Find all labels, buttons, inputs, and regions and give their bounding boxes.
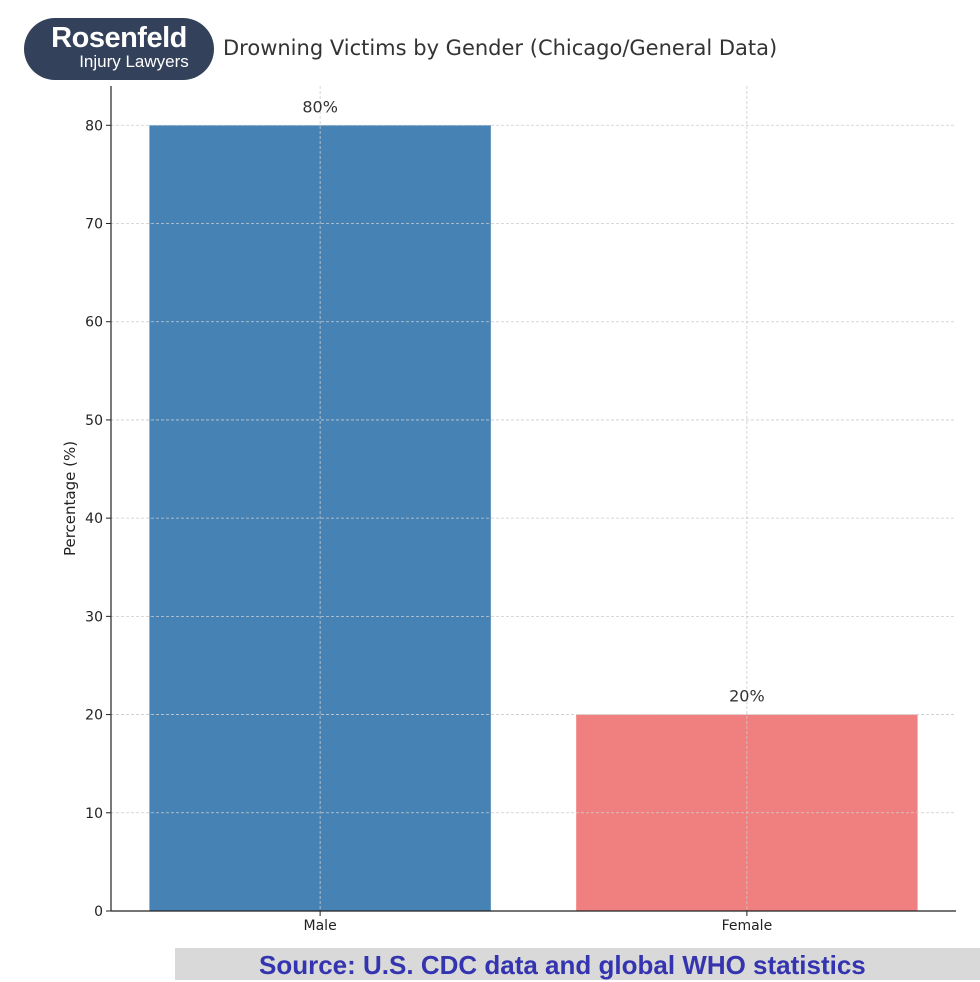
y-tick-label: 80 xyxy=(85,118,103,134)
y-tick-label: 0 xyxy=(94,904,103,920)
x-tick-label: Male xyxy=(304,918,337,934)
source-banner: Source: U.S. CDC data and global WHO sta… xyxy=(175,948,980,980)
y-tick-label: 30 xyxy=(85,609,103,625)
y-tick-label: 50 xyxy=(85,413,103,429)
logo-tagline: Injury Lawyers xyxy=(79,52,189,71)
source-text: Source: U.S. CDC data and global WHO sta… xyxy=(259,950,866,980)
y-tick-label: 60 xyxy=(85,315,103,331)
logo-name: Rosenfeld xyxy=(51,22,187,54)
x-tick-label: Female xyxy=(722,918,773,934)
bar-chart: 0 10 20 30 40 50 60 70 80 Male 80% Female 20% Percent… xyxy=(61,86,956,934)
data-label: 20% xyxy=(729,687,765,706)
chart-title: Drowning Victims by Gender (Chicago/Gene… xyxy=(223,36,778,60)
y-tick-label: 20 xyxy=(85,708,103,724)
y-axis-label: Percentage (%) xyxy=(61,441,79,556)
data-label: 80% xyxy=(302,97,338,116)
y-tick-label: 70 xyxy=(85,217,103,233)
y-tick-label: 10 xyxy=(85,806,103,822)
y-tick-label: 40 xyxy=(85,511,103,527)
rosenfeld-logo: Rosenfeld Injury Lawyers xyxy=(24,18,214,80)
